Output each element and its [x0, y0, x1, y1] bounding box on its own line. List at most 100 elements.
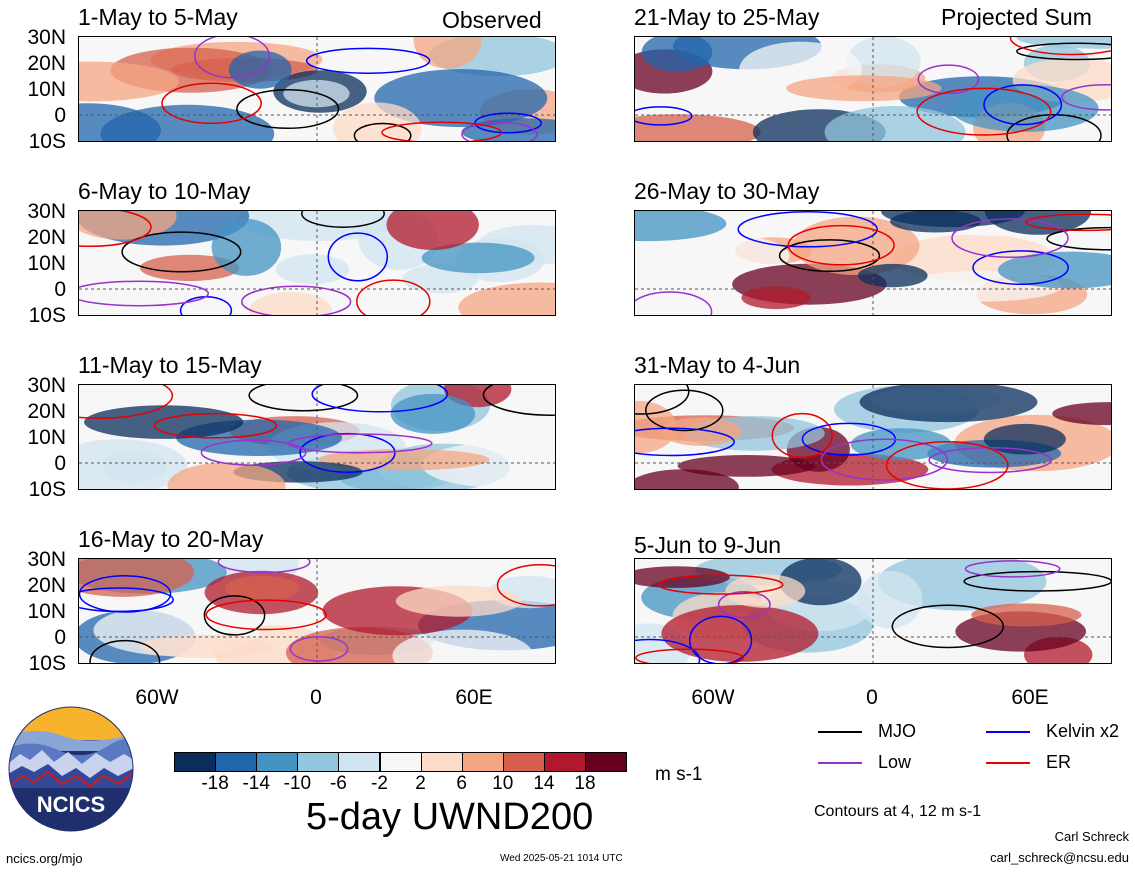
contour-line — [1046, 226, 1111, 251]
panel-title: 1-May to 5-May — [78, 4, 238, 30]
lat-tick: 30N — [27, 200, 66, 223]
wind-anomaly-patch — [635, 211, 727, 242]
wind-field — [635, 385, 1111, 489]
legend-label: ER — [1046, 752, 1072, 772]
footer-author: Carl Schreck — [1054, 829, 1129, 844]
chart-title: 5-day UWND200 — [306, 796, 594, 838]
wind-anomaly-patch — [139, 634, 272, 659]
contour-line — [964, 560, 1061, 578]
legend-swatch — [818, 762, 862, 764]
footer-timestamp: Wed 2025-05-21 1014 UTC — [500, 853, 623, 864]
colorbar-swatch — [297, 752, 340, 772]
footer-site-link[interactable]: ncics.org/mjo — [6, 851, 83, 866]
wind-anomaly-patch — [79, 559, 195, 597]
wind-anomaly-patch — [971, 603, 1082, 627]
wind-anomaly-patch — [458, 282, 555, 315]
colorbar-swatch — [502, 752, 545, 772]
lat-tick: 0 — [54, 626, 66, 649]
panel-title: 16-May to 20-May — [78, 526, 264, 552]
column-header-observed: Observed — [442, 7, 542, 33]
wind-field — [635, 37, 1111, 141]
contour-line — [820, 438, 948, 481]
lat-tick: 10N — [27, 600, 66, 623]
contour-line — [658, 574, 784, 595]
lat-tick: 10S — [28, 304, 66, 327]
panel-title: 21-May to 25-May — [634, 4, 820, 30]
wind-anomaly-patch — [395, 585, 522, 617]
footer-email[interactable]: carl_schreck@ncsu.edu — [990, 850, 1129, 865]
map-panel — [634, 210, 1112, 316]
contour-line — [635, 427, 735, 457]
colorbar-tick-label: -6 — [329, 773, 347, 794]
wind-anomaly-patch — [997, 251, 1111, 289]
wind-anomaly-patch — [100, 104, 275, 141]
colorbar-tick-label: 10 — [492, 773, 514, 794]
map-panel — [634, 36, 1112, 142]
contour-line — [1006, 114, 1102, 141]
contour-line — [161, 82, 262, 125]
map-panel — [634, 384, 1112, 490]
lon-tick: 60W — [691, 686, 735, 709]
wind-field — [79, 385, 555, 489]
lat-tick: 30N — [27, 548, 66, 571]
contour-line — [194, 37, 270, 79]
contour-line — [203, 595, 266, 636]
ncics-logo: NCICS — [8, 706, 134, 832]
contour-line — [79, 280, 210, 307]
colorbar-swatch — [256, 752, 299, 772]
colorbar-tick-label: -10 — [283, 773, 312, 794]
panel-title: 5-Jun to 9-Jun — [634, 532, 782, 558]
map-panel — [634, 558, 1112, 664]
wind-anomaly-patch — [859, 385, 1038, 423]
map-panel — [78, 210, 556, 316]
contour-line — [771, 412, 833, 459]
contour-line — [79, 385, 174, 419]
contour-line — [645, 389, 724, 432]
legend-label: Kelvin x2 — [1046, 721, 1120, 741]
legend-label: Low — [878, 752, 912, 772]
wind-field — [635, 559, 1111, 663]
contour-line — [248, 385, 359, 412]
contour-line — [635, 106, 693, 126]
panel-title: 26-May to 30-May — [634, 178, 820, 204]
lat-tick: 0 — [54, 104, 66, 127]
wind-anomaly-patch — [318, 449, 490, 471]
contour-line — [289, 636, 349, 662]
wind-anomaly-patch — [79, 211, 177, 240]
lat-tick: 0 — [54, 452, 66, 475]
wind-anomaly-patch — [84, 405, 244, 439]
colorbar-tick-label: 6 — [456, 773, 467, 794]
wind-anomaly-patch — [984, 211, 1092, 235]
lat-tick: 10N — [27, 426, 66, 449]
wind-anomaly-patch — [225, 575, 299, 601]
legend-swatch — [818, 731, 862, 733]
contour-line — [787, 224, 895, 266]
wind-anomaly-patch — [661, 605, 819, 662]
contour-line — [241, 285, 352, 315]
lat-tick: 10S — [28, 130, 66, 153]
wind-anomaly-patch — [850, 428, 952, 461]
wind-anomaly-patch — [857, 263, 928, 288]
wind-anomaly-patch — [139, 254, 240, 281]
lon-tick: 0 — [866, 686, 878, 709]
wind-anomaly-patch — [792, 216, 920, 275]
lat-tick: 0 — [54, 278, 66, 301]
wind-anomaly-patch — [421, 242, 535, 274]
contour-line — [121, 231, 242, 273]
contour-line — [79, 575, 172, 613]
wind-anomaly-patch — [392, 629, 534, 663]
contour-line — [635, 291, 713, 315]
contour-line — [89, 639, 161, 663]
contour-line — [951, 218, 1069, 259]
wind-anomaly-patch — [390, 393, 476, 434]
lat-tick: 20N — [27, 52, 66, 75]
contour-line — [482, 385, 555, 416]
colorbar-swatch — [174, 752, 217, 772]
lon-tick: 0 — [310, 686, 322, 709]
lat-tick: 10N — [27, 78, 66, 101]
panel-title: 11-May to 15-May — [78, 352, 262, 378]
colorbar-tick-label: -14 — [242, 773, 270, 794]
lat-tick: 30N — [27, 26, 66, 49]
wind-anomaly-patch — [374, 69, 548, 128]
wind-anomaly-patch — [386, 211, 479, 250]
